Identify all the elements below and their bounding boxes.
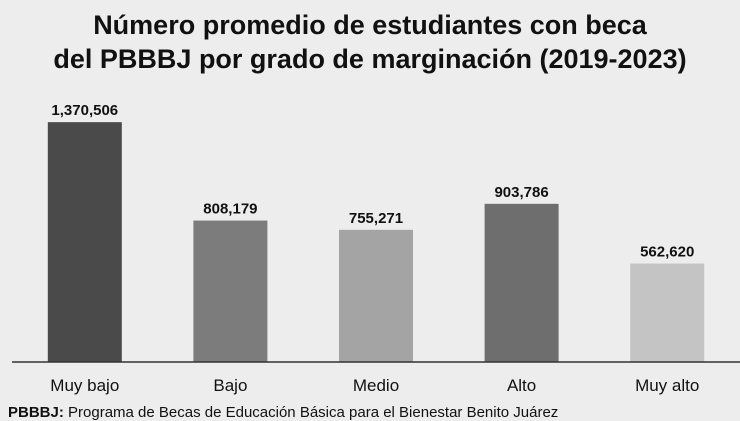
footnote: PBBBJ: Programa de Becas de Educación Bá… [8,404,738,421]
footnote-abbr: PBBBJ: [8,404,64,421]
category-label-2: Medio [353,376,399,395]
value-label-1: 808,179 [203,201,257,218]
value-label-3: 903,786 [494,184,548,201]
chart-title: Número promedio de estudiantes con beca … [0,8,740,76]
bar-2 [339,229,413,362]
chart-title-line-2: del PBBBJ por grado de marginación (2019… [53,44,687,74]
chart-title-line-1: Número promedio de estudiantes con beca [93,10,647,40]
footnote-text: Programa de Becas de Educación Básica pa… [68,404,559,421]
category-label-0: Muy bajo [50,376,119,395]
category-label-4: Muy alto [635,376,699,395]
bar-0 [47,122,122,362]
bars-group [47,122,705,362]
category-label-3: Alto [507,376,536,395]
bar-3 [484,203,559,362]
value-label-2: 755,271 [349,210,403,227]
bar-4 [630,263,705,362]
value-label-4: 562,620 [640,244,694,261]
value-label-0: 1,370,506 [51,102,118,119]
category-labels-group: Muy bajo Bajo Medio Alto Muy alto [50,376,699,395]
category-label-1: Bajo [213,376,247,395]
value-labels-group: 1,370,506 808,179 755,271 903,786 562,620 [51,102,694,260]
bar-1 [193,220,268,362]
